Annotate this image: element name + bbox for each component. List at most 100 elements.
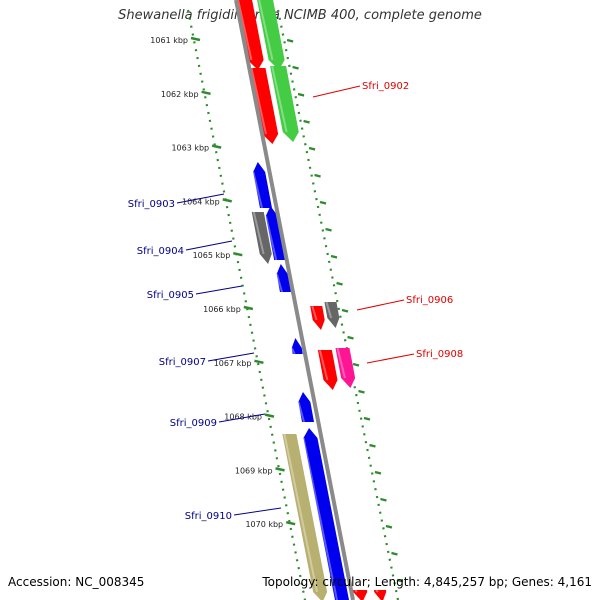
ruler-dash [303,119,310,124]
ruler-tick [222,198,232,203]
gene-red-0908 [317,350,338,390]
ruler-tick [190,36,201,42]
kbp-label: 1067 kbp [214,359,252,368]
kbp-label: 1064 kbp [182,197,220,206]
gene-red-0906-shine [311,305,318,321]
gene-olive-0910 [282,434,328,600]
ruler-ticks: 1061 kbp 1062 kbp 1063 kbp 1064 kbp 1065 kbp… [150,36,404,583]
leader-line [366,353,415,364]
ruler-dash [380,497,387,502]
gene-pink-0908-shine [336,347,346,379]
gene-blue-0909-shine [297,401,305,423]
gene-label-sfri_0902: Sfri_0902 [362,81,409,92]
gene-track [236,0,387,600]
ruler-dash [341,308,349,313]
ruler-tick [254,359,264,365]
gene-gray-0906-shine [325,301,333,319]
kbp-label: 1069 kbp [235,466,273,475]
gene-red-0906 [310,306,325,330]
gene-label-sfri_0909: Sfri_0909 [170,418,217,429]
kbp-label: 1066 kbp [203,305,241,314]
ruler-dash [319,200,327,205]
gene-green-top [257,0,285,70]
ruler-dash [336,281,343,286]
leader-line [356,299,405,311]
gene-green-top-shine [258,0,274,61]
ruler-dash [358,389,365,394]
gene-green-0902 [270,66,299,142]
gene-blue-0910 [303,428,349,600]
kbp-label: 1068 kbp [224,413,262,422]
ruler-dash [330,254,338,259]
ruler-dash [314,173,321,178]
leader-line [195,285,243,295]
gene-blue-0903 [253,162,272,208]
ruler-dash [292,65,299,70]
ruler-tick [285,520,296,526]
ruler-dash [308,146,316,151]
leader-line [207,352,255,362]
gene-gray-0906 [324,302,340,328]
gene-blue-0907-shine [291,347,296,355]
ruler-tick [243,305,254,311]
ruler-tick [233,251,243,257]
gene-gray-0904 [251,212,272,264]
topology-text: Topology: circular; Length: 4,845,257 bp… [262,575,592,589]
gene-red-top-shine [237,0,253,61]
ruler-dash [391,551,398,556]
leader-line [176,193,225,204]
ruler-tick [264,413,275,418]
gene-red-bottom-shine [354,589,358,593]
kbp-label: 1063 kbp [171,144,209,153]
kbp-label: 1062 kbp [161,90,199,99]
gene-blue-0905-shine [275,273,283,293]
ruler-dash [347,335,354,340]
gene-label-sfri_0907: Sfri_0907 [159,357,206,368]
gene-label-sfri_0903: Sfri_0903 [128,199,175,210]
gene-red-0908-shine [318,349,329,381]
accession-text: Accession: NC_008345 [8,575,145,589]
kbp-label: 1065 kbp [193,251,231,260]
leader-line [218,413,266,423]
gene-red-0902a-shine [250,67,267,135]
gene-labels: Sfri_0902 Sfri_0903 Sfri_0904 Sfri_0905 Sfri… [128,81,463,522]
ruler-dash [396,578,404,583]
gene-label-sfri_0906: Sfri_0906 [406,295,453,306]
gene-label-sfri_0908: Sfri_0908 [416,349,463,360]
leader-line [233,507,282,516]
ruler-dash [363,416,371,421]
backbone-line [234,0,355,600]
gene-label-sfri_0905: Sfri_0905 [147,290,194,301]
gene-olive-0910-shine [283,433,318,593]
gene-label-sfri_0910: Sfri_0910 [185,511,232,522]
leader-line [312,85,361,98]
page-title: Shewanella frigidimarina NCIMB 400, comp… [118,8,482,23]
gene-blue-0905 [276,264,291,292]
ruler-dash [286,38,294,43]
leader-line [185,240,233,251]
gene-blue-0904 [265,206,287,260]
ruler-dash [369,443,376,448]
gene-red-bottom-2-shine [375,589,379,593]
gene-red-0902a [249,68,279,144]
kbp-label: 1070 kbp [245,520,283,529]
ruler-dash [385,524,393,529]
genome-backbone [234,0,355,600]
gene-label-sfri_0904: Sfri_0904 [137,246,184,257]
gene-red-bottom [353,590,368,600]
gene-gray-0904-shine [252,211,265,255]
gene-red-top [236,0,264,70]
ruler-tick [275,467,285,472]
gene-blue-0904-shine [265,215,278,261]
gene-green-0902-shine [271,65,288,133]
gene-pink-0908 [335,348,356,388]
ruler-dash [297,92,305,97]
ruler-dash [325,227,332,232]
gene-red-bottom-2 [374,590,387,600]
ruler-dash [352,362,360,367]
gene-blue-0907 [291,338,303,354]
gene-blue-0909 [298,392,315,422]
ruler-tick [211,144,222,149]
ruler-dash [374,470,382,475]
